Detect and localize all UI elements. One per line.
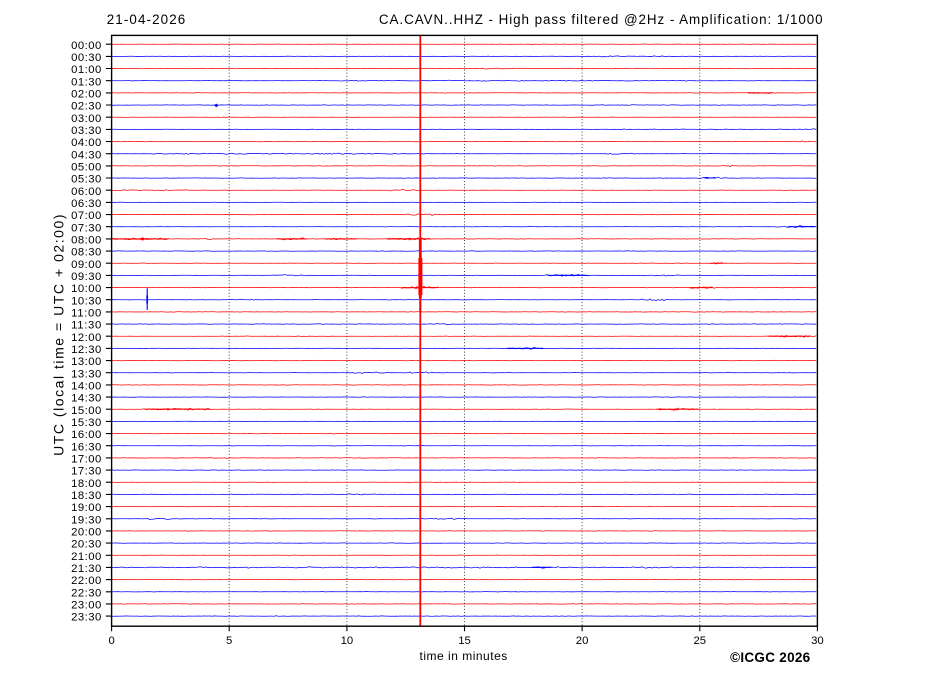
svg-text:16:30: 16:30 [71,441,101,453]
svg-text:25: 25 [694,635,707,647]
svg-text:22:00: 22:00 [71,575,101,587]
svg-text:10:30: 10:30 [71,295,101,307]
svg-text:23:00: 23:00 [71,600,101,612]
svg-text:04:00: 04:00 [71,137,101,149]
svg-text:10: 10 [341,635,354,647]
svg-text:20:30: 20:30 [71,539,101,551]
svg-text:11:30: 11:30 [71,320,101,332]
svg-text:00:30: 00:30 [71,52,101,64]
svg-text:06:00: 06:00 [71,186,101,198]
svg-text:08:30: 08:30 [71,247,101,259]
svg-text:23:30: 23:30 [71,612,101,624]
svg-text:17:00: 17:00 [71,454,101,466]
svg-text:01:30: 01:30 [71,76,101,88]
svg-text:15:00: 15:00 [71,405,101,417]
svg-text:09:00: 09:00 [71,259,101,271]
svg-text:10:00: 10:00 [71,283,101,295]
svg-text:15:30: 15:30 [71,417,101,429]
svg-text:04:30: 04:30 [71,149,101,161]
svg-text:21:30: 21:30 [71,563,101,575]
svg-text:03:30: 03:30 [71,125,101,137]
svg-text:02:00: 02:00 [71,89,101,101]
svg-text:03:00: 03:00 [71,113,101,125]
svg-text:21-04-2026: 21-04-2026 [107,12,186,27]
svg-text:05:00: 05:00 [71,162,101,174]
svg-text:18:00: 18:00 [71,478,101,490]
svg-text:11:00: 11:00 [71,308,101,320]
svg-text:01:00: 01:00 [71,64,101,76]
svg-text:16:00: 16:00 [71,429,101,441]
svg-text:12:00: 12:00 [71,332,101,344]
svg-text:19:00: 19:00 [71,502,101,514]
svg-text:20: 20 [576,635,589,647]
svg-text:07:30: 07:30 [71,222,101,234]
svg-text:17:30: 17:30 [71,466,101,478]
svg-text:12:30: 12:30 [71,344,101,356]
svg-text:15: 15 [458,635,471,647]
svg-text:05:30: 05:30 [71,174,101,186]
svg-text:13:30: 13:30 [71,368,101,380]
svg-text:30: 30 [811,635,824,647]
svg-text:time in minutes: time in minutes [420,649,508,663]
svg-text:14:30: 14:30 [71,393,101,405]
svg-text:19:30: 19:30 [71,514,101,526]
svg-text:5: 5 [226,635,232,647]
svg-text:00:00: 00:00 [71,40,101,52]
svg-text:13:00: 13:00 [71,356,101,368]
svg-text:20:00: 20:00 [71,527,101,539]
svg-text:14:00: 14:00 [71,381,101,393]
svg-text:22:30: 22:30 [71,587,101,599]
svg-text:©ICGC 2026: ©ICGC 2026 [730,650,811,665]
svg-text:09:30: 09:30 [71,271,101,283]
svg-text:18:30: 18:30 [71,490,101,502]
svg-text:UTC (local time = UTC + 02:00): UTC (local time = UTC + 02:00) [51,215,67,456]
svg-text:06:30: 06:30 [71,198,101,210]
svg-text:CA.CAVN..HHZ - High pass filte: CA.CAVN..HHZ - High pass filtered @2Hz -… [379,12,823,27]
svg-text:0: 0 [108,635,114,647]
svg-text:08:00: 08:00 [71,235,101,247]
svg-text:02:30: 02:30 [71,101,101,113]
svg-text:07:00: 07:00 [71,210,101,222]
svg-text:21:00: 21:00 [71,551,101,563]
